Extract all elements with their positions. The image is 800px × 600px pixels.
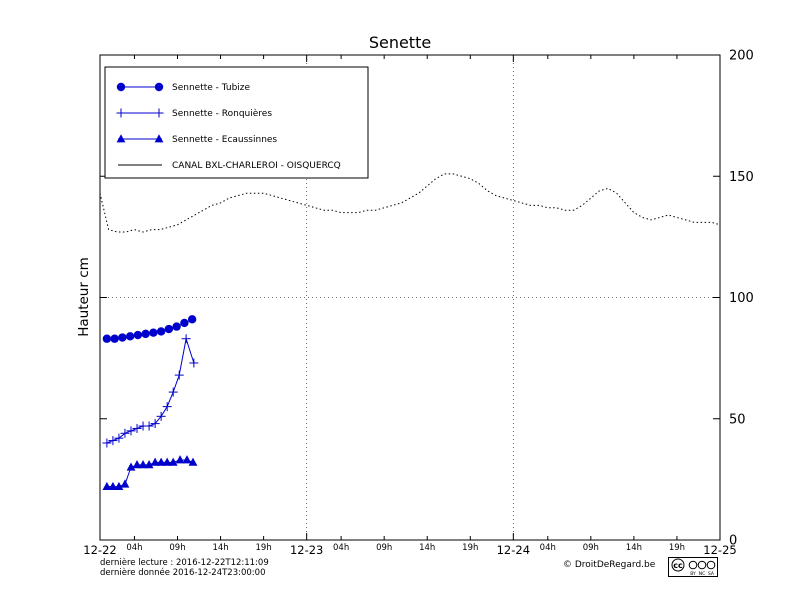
svg-text:09h: 09h [583,543,599,553]
svg-text:14h: 14h [212,543,228,553]
svg-text:Sennette - Tubize: Sennette - Tubize [172,83,251,93]
chart-title: Senette [368,33,432,52]
last-reading-text: dernière lecture : 2016-12-22T12:11:09 [100,558,269,568]
svg-text:19h: 19h [256,543,272,553]
svg-text:09h: 09h [376,543,392,553]
series-sennette-ronqui-res [102,334,199,448]
cc-nc-label: NC [699,571,706,577]
svg-text:Sennette - Ronquières: Sennette - Ronquières [172,108,272,119]
svg-text:04h: 04h [333,543,349,553]
cc-license-badge: cc BY NC SA [668,557,718,577]
last-data-text: dernière donnée 2016-12-24T23:00:00 [100,568,266,578]
y-axis-label: Hauteur cm [76,257,92,337]
svg-text:150: 150 [729,170,754,185]
cc-logo-text: cc [673,561,683,570]
series-sennette-ecaussinnes [102,455,198,491]
legend: Sennette - Tubize Sennette - Ronquières Se… [104,66,369,179]
svg-text:14h: 14h [419,543,435,553]
copyright-text: © DroitDeRegard.be [563,560,656,570]
cc-sa-icon [706,560,716,570]
series-canal-bxl-charleroi-oisquercq [99,173,721,233]
svg-text:12-25: 12-25 [703,543,736,557]
svg-text:14h: 14h [626,543,642,553]
svg-text:19h: 19h [462,543,478,553]
svg-text:50: 50 [729,412,746,427]
footer-status: dernière lecture : 2016-12-22T12:11:09 d… [100,558,269,578]
cc-nc-icon [697,560,707,570]
legend-entry-canal-bxl-charleroi-oisquercq: CANAL BXL-CHARLEROI - OISQUERCQ [118,161,341,171]
cc-sa-label: SA [708,571,715,577]
svg-text:200: 200 [729,49,754,64]
svg-text:19h: 19h [669,543,685,553]
series-sennette-tubize [102,315,197,343]
svg-text:09h: 09h [169,543,185,553]
svg-text:12-22: 12-22 [83,543,116,557]
svg-text:0: 0 [729,534,737,549]
cc-by-icon [688,560,698,570]
svg-text:Sennette - Ecaussinnes: Sennette - Ecaussinnes [172,135,277,145]
svg-text:12-23: 12-23 [290,543,323,557]
legend-entry-sennette-ecaussinnes: Sennette - Ecaussinnes [116,134,277,145]
svg-text:04h: 04h [540,543,556,553]
svg-text:100: 100 [729,291,754,306]
cc-badge-graphic: cc BY NC SA [668,557,718,577]
legend-entry-sennette-tubize: Sennette - Tubize [116,82,251,93]
cc-logo-icon [671,558,685,572]
svg-text:CANAL BXL-CHARLEROI - OISQUERC: CANAL BXL-CHARLEROI - OISQUERCQ [172,161,341,171]
cc-by-label: BY [690,571,696,577]
legend-entry-sennette-ronqui-res: Sennette - Ronquières [116,108,272,119]
svg-text:12-24: 12-24 [497,543,530,557]
axes: 12-22 12-23 12-24 12-25 04h 09h 14h 19h 04h 09h 14… [83,49,754,558]
svg-text:04h: 04h [126,543,142,553]
